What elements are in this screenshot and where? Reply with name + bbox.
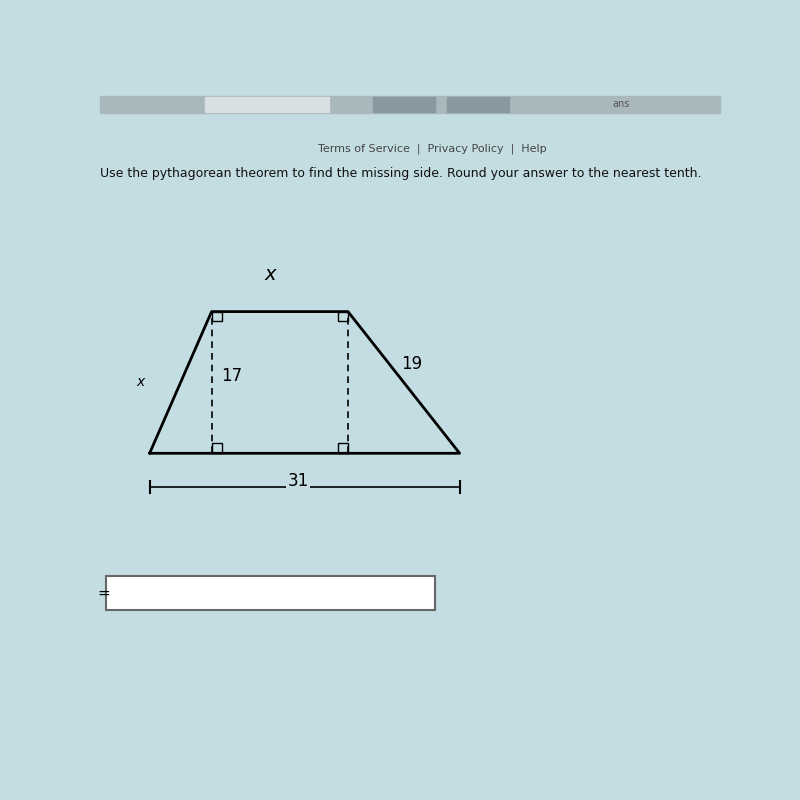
Bar (373, 98, 435, 112)
Text: Terms of Service  |  Privacy Policy  |  Help: Terms of Service | Privacy Policy | Help (318, 143, 546, 154)
Text: x: x (136, 375, 145, 390)
Text: 31: 31 (288, 472, 309, 490)
Bar (338, 312, 348, 322)
Bar (100, 96, 720, 113)
Text: =: = (97, 586, 110, 601)
Bar (211, 443, 222, 454)
Text: x: x (265, 265, 276, 284)
Text: Use the pythagorean theorem to find the missing side. Round your answer to the n: Use the pythagorean theorem to find the … (100, 166, 702, 179)
Bar (447, 98, 510, 112)
Text: 19: 19 (401, 355, 422, 373)
Bar (338, 443, 348, 454)
Text: ans: ans (612, 99, 630, 110)
Bar (106, 577, 435, 610)
Bar (211, 312, 222, 322)
Bar (206, 98, 330, 112)
Text: 17: 17 (221, 367, 242, 386)
